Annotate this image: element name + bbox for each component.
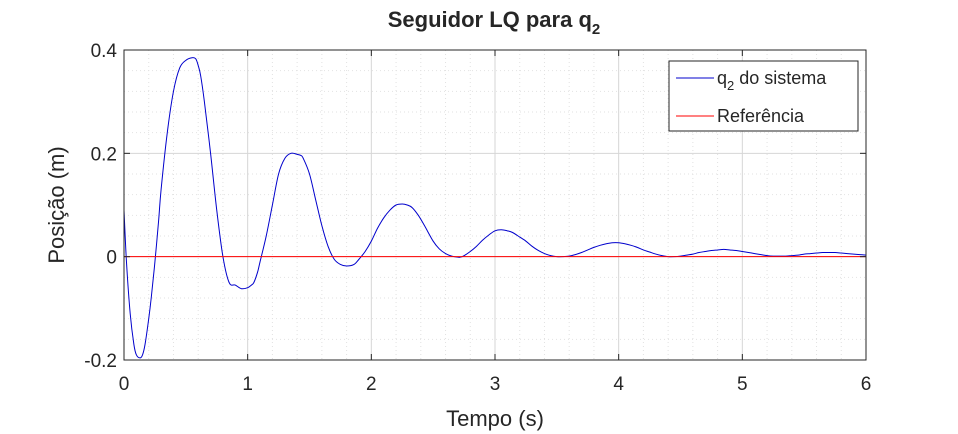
y-axis-label: Posição (m) <box>44 146 69 263</box>
legend-label-reference: Referência <box>717 106 805 126</box>
x-tick-label: 0 <box>119 374 130 395</box>
y-tick-label: -0.2 <box>84 351 117 372</box>
x-tick-label: 3 <box>490 374 501 395</box>
x-tick-label: 6 <box>861 374 872 395</box>
x-tick-label: 4 <box>613 374 624 395</box>
x-axis-label: Tempo (s) <box>446 406 544 431</box>
legend-box <box>668 60 859 132</box>
x-tick-label: 1 <box>242 374 253 395</box>
legend: q2 do sistema Referência <box>668 60 859 132</box>
chart-title: Seguidor LQ para q2 <box>388 7 600 38</box>
x-tick-label: 2 <box>366 374 377 395</box>
x-tick-label: 5 <box>737 374 748 395</box>
tick-marks <box>123 49 867 361</box>
y-tick-label: 0 <box>106 248 117 269</box>
series-line-q2 <box>123 57 867 359</box>
y-tick-label: 0.4 <box>91 41 118 62</box>
y-tick-label: 0.2 <box>91 144 117 165</box>
series-layer <box>123 57 867 359</box>
legend-label-q2: q2 do sistema <box>717 68 827 93</box>
y-tick-labels: -0.2 0 0.2 0.4 <box>84 41 117 372</box>
x-tick-labels: 0 1 2 3 4 5 6 <box>119 374 872 395</box>
